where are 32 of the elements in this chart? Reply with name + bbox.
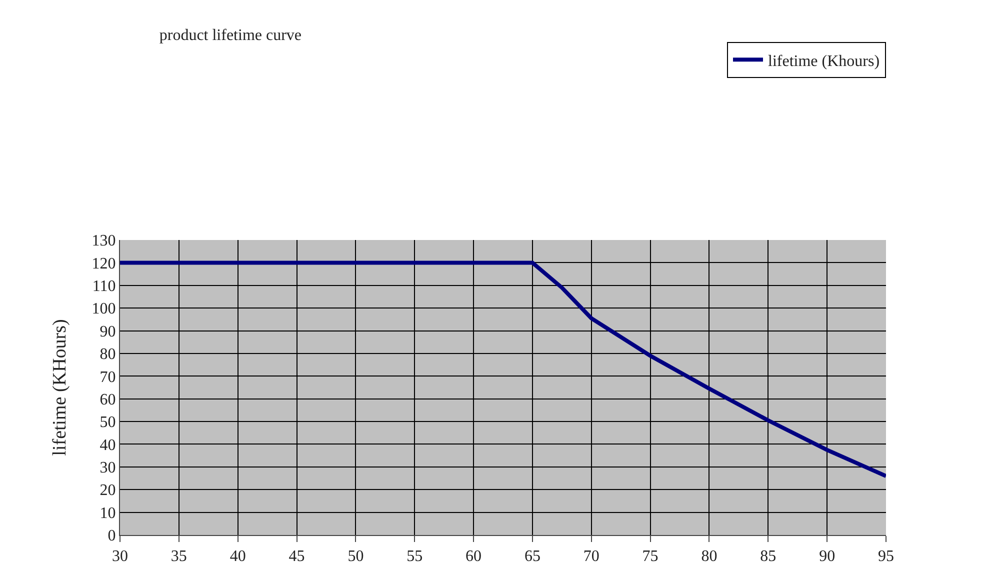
y-tick-label: 130 [92,232,116,250]
y-tick-label: 50 [100,414,116,432]
y-tick-label: 30 [100,460,116,477]
y-tick-label: 20 [100,482,116,500]
y-axis-title: lifetime (KHours) [50,319,71,456]
y-tick-label: 10 [100,504,116,522]
x-tick-label: 35 [170,548,187,566]
x-tick-label: 80 [701,548,718,566]
y-tick-label: 110 [92,278,116,295]
y-tick-label: 90 [100,323,116,340]
x-tick-label: 70 [583,548,600,566]
line-series [120,260,886,478]
x-tick-label: 40 [230,548,246,566]
x-tick-label: 50 [348,548,364,566]
y-tick-label: 0 [108,528,116,545]
y-tick-label: 40 [100,436,116,454]
y-tick-label: 70 [100,368,116,386]
chart-title: product lifetime curve [159,27,302,44]
x-tick-label: 60 [466,548,482,566]
y-tick-label: 60 [100,391,116,408]
x-tick-label: 90 [819,548,836,566]
y-tick-label: 120 [92,255,116,272]
x-tick-label: 45 [288,548,305,566]
x-tick-label: 55 [406,548,423,566]
x-tick-label: 75 [642,548,658,566]
x-tick-label: 95 [878,548,894,566]
y-tick-label: 80 [100,346,116,364]
y-tick-label: 100 [92,300,116,318]
legend-label: lifetime (Khours) [768,52,880,70]
x-tick-label: 85 [760,548,776,566]
x-tick-label: 65 [524,548,540,566]
x-tick-label: 30 [112,548,128,566]
